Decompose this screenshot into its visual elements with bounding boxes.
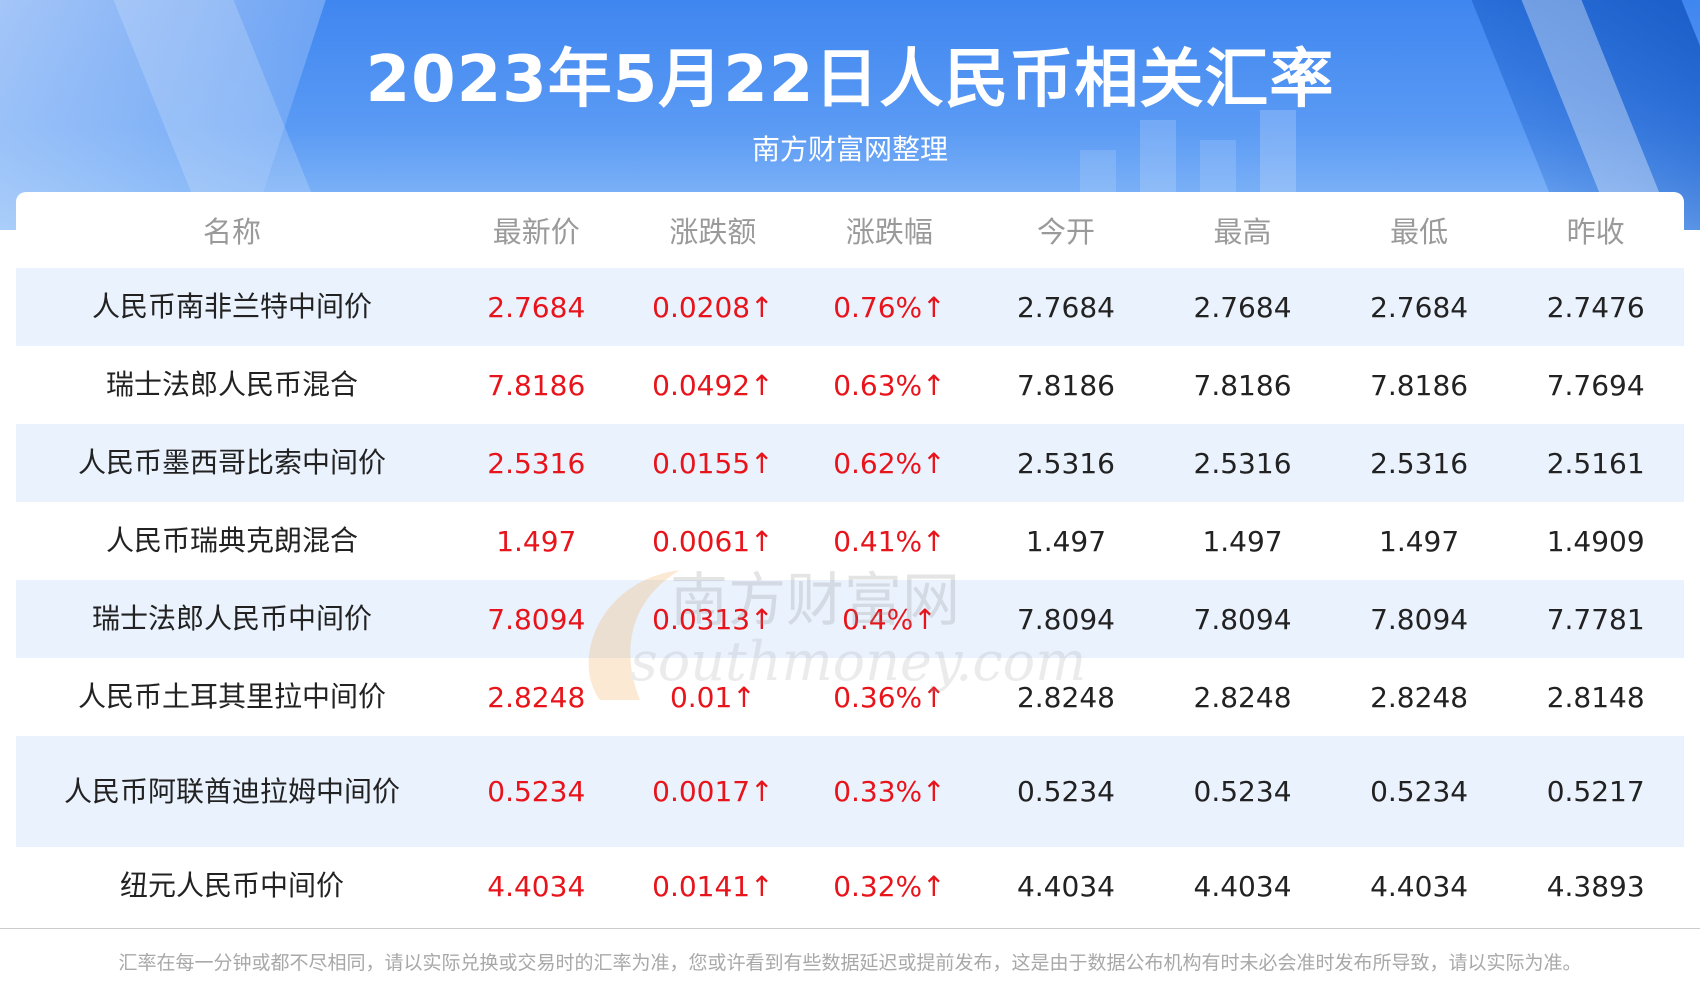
table-row: 瑞士法郎人民币混合 7.8186 0.0492↑ 0.63%↑ 7.8186 7… bbox=[16, 346, 1684, 424]
table-row: 瑞士法郎人民币中间价 7.8094 0.0313↑ 0.4%↑ 7.8094 7… bbox=[16, 580, 1684, 658]
column-header-change: 涨跌额 bbox=[669, 215, 757, 249]
change-percent: 0.41%↑ bbox=[833, 524, 946, 558]
change-percent: 0.63%↑ bbox=[833, 368, 946, 402]
latest-price: 2.5316 bbox=[448, 424, 625, 502]
latest-price: 1.497 bbox=[496, 524, 577, 558]
table-row: 人民币南非兰特中间价 2.7684 0.0208↑ 0.76%↑ 2.7684 … bbox=[16, 268, 1684, 346]
change-amount: 0.0061↑ bbox=[652, 524, 774, 558]
page-title: 2023年5月22日人民币相关汇率 bbox=[365, 43, 1335, 117]
change-percent: 0.33%↑ bbox=[801, 736, 978, 847]
open-price: 1.497 bbox=[1025, 524, 1107, 558]
currency-name: 人民币土耳其里拉中间价 bbox=[77, 680, 386, 713]
currency-name: 纽元人民币中间价 bbox=[119, 869, 344, 902]
table-row: 人民币瑞典克朗混合 1.497 0.0061↑ 0.41%↑ 1.497 1.4… bbox=[16, 502, 1684, 580]
prev-close: 7.7694 bbox=[1546, 368, 1645, 402]
high-price: 0.5234 bbox=[1154, 736, 1331, 847]
open-price: 2.8248 bbox=[1016, 680, 1115, 714]
column-header-latest: 最新价 bbox=[492, 215, 580, 249]
prev-close: 0.5217 bbox=[1507, 736, 1684, 847]
table-row: 人民币土耳其里拉中间价 2.8248 0.01↑ 0.36%↑ 2.8248 2… bbox=[16, 658, 1684, 736]
currency-name: 人民币阿联酋迪拉姆中间价 bbox=[16, 736, 448, 847]
high-price: 2.5316 bbox=[1154, 424, 1331, 502]
low-price: 7.8186 bbox=[1370, 368, 1469, 402]
latest-price: 2.7684 bbox=[448, 268, 625, 346]
high-price: 2.8248 bbox=[1193, 680, 1292, 714]
table-row: 人民币墨西哥比索中间价 2.5316 0.0155↑ 0.62%↑ 2.5316… bbox=[16, 424, 1684, 502]
high-price: 4.4034 bbox=[1193, 869, 1292, 903]
high-price: 2.7684 bbox=[1154, 268, 1331, 346]
low-price: 2.7684 bbox=[1330, 268, 1508, 346]
currency-name: 瑞士法郎人民币混合 bbox=[105, 368, 358, 401]
open-price: 2.5316 bbox=[977, 424, 1155, 502]
low-price: 1.497 bbox=[1379, 524, 1460, 558]
latest-price: 0.5234 bbox=[448, 736, 625, 847]
table-row: 纽元人民币中间价 4.4034 0.0141↑ 0.32%↑ 4.4034 4.… bbox=[16, 847, 1684, 925]
currency-name: 人民币墨西哥比索中间价 bbox=[16, 424, 448, 502]
rate-table-card: 名称 最新价 涨跌额 涨跌幅 今开 最高 最低 昨收 人民币南非兰特中间价 2.… bbox=[16, 192, 1684, 928]
open-price: 7.8186 bbox=[1016, 368, 1115, 402]
change-amount: 0.0208↑ bbox=[624, 268, 802, 346]
currency-name: 人民币瑞典克朗混合 bbox=[105, 524, 358, 557]
change-percent: 0.62%↑ bbox=[801, 424, 978, 502]
change-amount: 0.0141↑ bbox=[652, 869, 774, 903]
table-header-row: 名称 最新价 涨跌额 涨跌幅 今开 最高 最低 昨收 bbox=[16, 192, 1684, 268]
prev-close: 2.7476 bbox=[1507, 268, 1684, 346]
change-percent: 0.36%↑ bbox=[833, 680, 946, 714]
disclaimer-footnote: 汇率在每一分钟或都不尽相同，请以实际兑换或交易时的汇率为准，您或许看到有些数据延… bbox=[118, 952, 1582, 974]
column-header-low: 最低 bbox=[1390, 215, 1449, 249]
currency-name: 人民币南非兰特中间价 bbox=[16, 268, 448, 346]
currency-name: 瑞士法郎人民币中间价 bbox=[16, 580, 448, 658]
column-header-name: 名称 bbox=[202, 215, 261, 249]
low-price: 7.8094 bbox=[1330, 580, 1508, 658]
low-price: 2.5316 bbox=[1330, 424, 1508, 502]
column-header-change-pct: 涨跌幅 bbox=[845, 215, 933, 249]
prev-close: 2.5161 bbox=[1507, 424, 1684, 502]
footer-divider bbox=[0, 928, 1700, 929]
table-row: 人民币阿联酋迪拉姆中间价 0.5234 0.0017↑ 0.33%↑ 0.523… bbox=[16, 736, 1684, 847]
prev-close: 1.4909 bbox=[1546, 524, 1645, 558]
change-percent: 0.32%↑ bbox=[833, 869, 946, 903]
column-header-high: 最高 bbox=[1213, 215, 1272, 249]
open-price: 2.7684 bbox=[977, 268, 1155, 346]
low-price: 0.5234 bbox=[1330, 736, 1508, 847]
prev-close: 4.3893 bbox=[1546, 869, 1645, 903]
open-price: 0.5234 bbox=[977, 736, 1155, 847]
change-percent: 0.4%↑ bbox=[801, 580, 978, 658]
page-subtitle: 南方财富网整理 bbox=[751, 133, 948, 166]
change-amount: 0.0492↑ bbox=[652, 368, 774, 402]
high-price: 1.497 bbox=[1202, 524, 1283, 558]
change-amount: 0.0313↑ bbox=[624, 580, 802, 658]
change-amount: 0.0155↑ bbox=[624, 424, 802, 502]
high-price: 7.8094 bbox=[1154, 580, 1331, 658]
low-price: 2.8248 bbox=[1370, 680, 1469, 714]
prev-close: 2.8148 bbox=[1546, 680, 1645, 714]
column-header-open: 今开 bbox=[1036, 215, 1095, 249]
header-banner: 2023年5月22日人民币相关汇率 南方财富网整理 bbox=[0, 0, 1700, 230]
prev-close: 7.7781 bbox=[1507, 580, 1684, 658]
open-price: 7.8094 bbox=[977, 580, 1155, 658]
latest-price: 2.8248 bbox=[487, 680, 586, 714]
change-amount: 0.01↑ bbox=[669, 680, 756, 714]
low-price: 4.4034 bbox=[1370, 869, 1469, 903]
change-amount: 0.0017↑ bbox=[624, 736, 802, 847]
latest-price: 4.4034 bbox=[487, 869, 586, 903]
column-header-prev-close: 昨收 bbox=[1566, 215, 1625, 249]
latest-price: 7.8186 bbox=[487, 368, 586, 402]
change-percent: 0.76%↑ bbox=[801, 268, 978, 346]
rate-table: 名称 最新价 涨跌额 涨跌幅 今开 最高 最低 昨收 人民币南非兰特中间价 2.… bbox=[16, 192, 1684, 925]
latest-price: 7.8094 bbox=[448, 580, 625, 658]
open-price: 4.4034 bbox=[1016, 869, 1115, 903]
high-price: 7.8186 bbox=[1193, 368, 1292, 402]
